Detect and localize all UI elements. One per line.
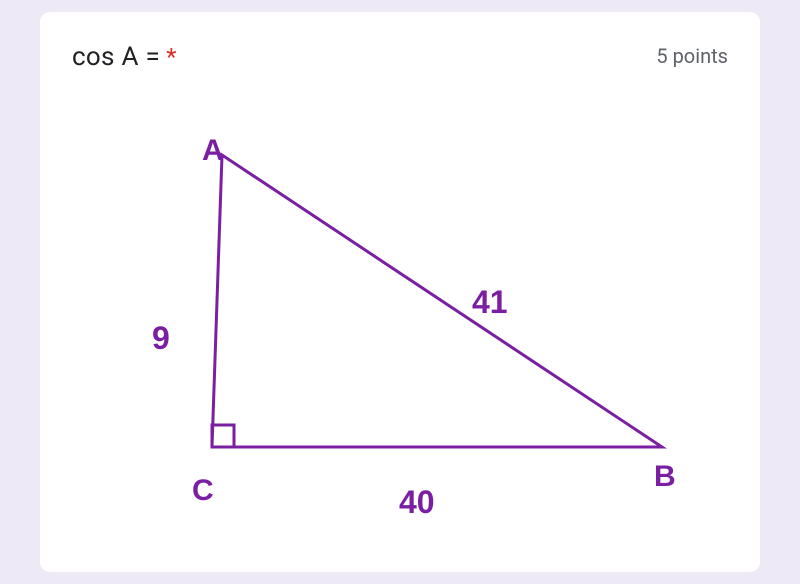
triangle-diagram: A B C 9 41 40 [72, 92, 728, 512]
question-header: cos A = * 5 points [72, 42, 728, 72]
triangle-shape [212, 155, 662, 447]
vertex-label-b: B [654, 460, 676, 494]
question-text: cos A = [72, 42, 160, 72]
vertex-label-a: A [202, 134, 224, 168]
points-label: 5 points [656, 44, 728, 68]
question-card: cos A = * 5 points A B C 9 41 40 [40, 12, 760, 572]
question-text-wrap: cos A = * [72, 42, 176, 72]
side-label-ac: 9 [152, 320, 170, 357]
side-label-cb: 40 [399, 484, 435, 521]
vertex-label-c: C [192, 474, 214, 508]
triangle-svg [142, 127, 682, 487]
side-label-ab: 41 [472, 284, 508, 321]
required-asterisk: * [166, 43, 176, 71]
right-angle-icon [212, 425, 234, 447]
